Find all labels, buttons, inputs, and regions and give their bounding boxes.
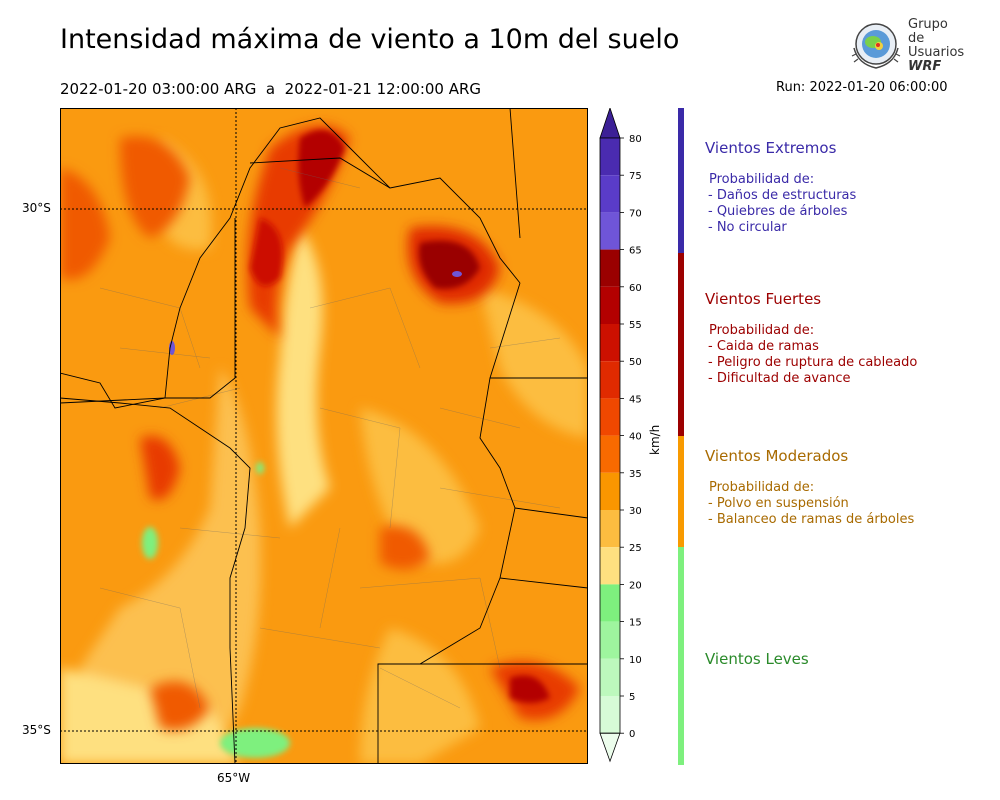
colorbar-tick-label: 35 xyxy=(629,469,642,480)
colorbar-tick-label: 60 xyxy=(629,283,642,294)
category-line: - Dificultad de avance xyxy=(708,371,851,386)
category-line: - Polvo en suspensión xyxy=(708,496,849,511)
category-title: Vientos Fuertes xyxy=(705,290,822,308)
colorbar-segment xyxy=(600,621,620,659)
category-line: Probabilidad de: xyxy=(709,480,815,495)
colorbar-tick-label: 80 xyxy=(629,134,642,145)
extreme-spot xyxy=(452,271,462,277)
map-frame xyxy=(60,108,588,764)
very-strong-field xyxy=(250,130,550,703)
colorbar-segment xyxy=(600,696,620,734)
colorbar-tick-label: 45 xyxy=(629,394,642,405)
wrf-logo: Grupo de Usuarios WRF xyxy=(848,18,968,74)
colorbar-segment xyxy=(600,658,620,696)
moderate-field xyxy=(60,138,588,764)
colorbar-tick-label: 30 xyxy=(629,506,642,517)
colorbar-extend-bottom xyxy=(599,732,621,763)
colorbar-segment xyxy=(600,584,620,622)
colorbar-segment xyxy=(600,286,620,324)
lat-label-35: 35°S xyxy=(22,723,51,737)
category-description: Probabilidad de: - Daños de estructuras - … xyxy=(708,172,856,236)
colorbar-tick-label: 65 xyxy=(629,246,642,257)
colorbar-segment xyxy=(600,398,620,436)
logo-line-3: WRF xyxy=(908,59,942,74)
logo-line-2: Usuarios xyxy=(908,45,965,60)
colorbar-tick-label: 20 xyxy=(629,580,642,591)
category-description: Probabilidad de: - Polvo en suspensión - B… xyxy=(708,480,914,528)
colorbar-segment xyxy=(600,324,620,362)
category-line: - Peligro de ruptura de cableado xyxy=(708,355,918,370)
colorbar-tick-label: 0 xyxy=(629,729,635,740)
colorbar-tick-label: 5 xyxy=(629,692,635,703)
province-boundaries xyxy=(60,108,588,764)
category-title: Vientos Extremos xyxy=(705,139,837,157)
category-bar xyxy=(678,436,684,547)
strong-field xyxy=(60,125,580,731)
colorbar-extend-top xyxy=(599,108,621,139)
category-line: - Quiebres de árboles xyxy=(708,204,848,219)
category-line: - Daños de estructuras xyxy=(708,188,857,203)
colorbar-tick-label: 40 xyxy=(629,432,642,443)
lat-label-30: 30°S xyxy=(22,201,51,215)
colorbar-tick-label: 55 xyxy=(629,320,642,331)
colorbar-segment xyxy=(600,249,620,287)
colorbar-segment xyxy=(600,435,620,473)
colorbar-tick-label: 50 xyxy=(629,357,642,368)
category-bar xyxy=(678,253,684,436)
wind-map xyxy=(60,108,588,764)
category-title: Vientos Leves xyxy=(705,650,809,668)
logo-text: Grupo de Usuarios WRF xyxy=(908,18,968,74)
colorbar-segment xyxy=(600,510,620,548)
colorbar-segment xyxy=(600,212,620,250)
light-wind-spots xyxy=(142,462,290,758)
category-line: Probabilidad de: xyxy=(709,323,815,338)
colorbar-tick-label: 10 xyxy=(629,655,642,666)
colorbar-tick-label: 25 xyxy=(629,543,642,554)
colorbar-segment xyxy=(600,175,620,213)
map-title: Intensidad máxima de viento a 10m del su… xyxy=(60,24,680,55)
globe-logo-icon xyxy=(851,23,901,69)
colorbar-segment xyxy=(600,547,620,585)
colorbar-segment xyxy=(600,361,620,399)
logo-line-1: Grupo de xyxy=(908,17,948,46)
run-time: Run: 2022-01-20 06:00:00 xyxy=(776,80,948,95)
colorbar-units: km/h xyxy=(648,424,662,455)
category-bar xyxy=(678,108,684,253)
colorbar-tick-label: 75 xyxy=(629,171,642,182)
colorbar-tick-label: 15 xyxy=(629,618,642,629)
category-line: - Caida de ramas xyxy=(708,339,819,354)
category-line: - No circular xyxy=(708,220,787,235)
colorbar-tick-label: 70 xyxy=(629,208,642,219)
category-line: Probabilidad de: xyxy=(709,172,815,187)
colorbar-segment xyxy=(600,472,620,510)
graticule xyxy=(60,108,588,764)
category-line: - Balanceo de ramas de árboles xyxy=(708,512,915,527)
category-bar xyxy=(678,547,684,765)
forecast-period: 2022-01-20 03:00:00 ARG a 2022-01-21 12:… xyxy=(60,80,482,98)
colorbar-segment xyxy=(600,138,620,176)
category-title: Vientos Moderados xyxy=(705,447,849,465)
category-description: Probabilidad de: - Caida de ramas - Peligr… xyxy=(708,323,917,387)
lon-label-65: 65°W xyxy=(217,771,251,785)
